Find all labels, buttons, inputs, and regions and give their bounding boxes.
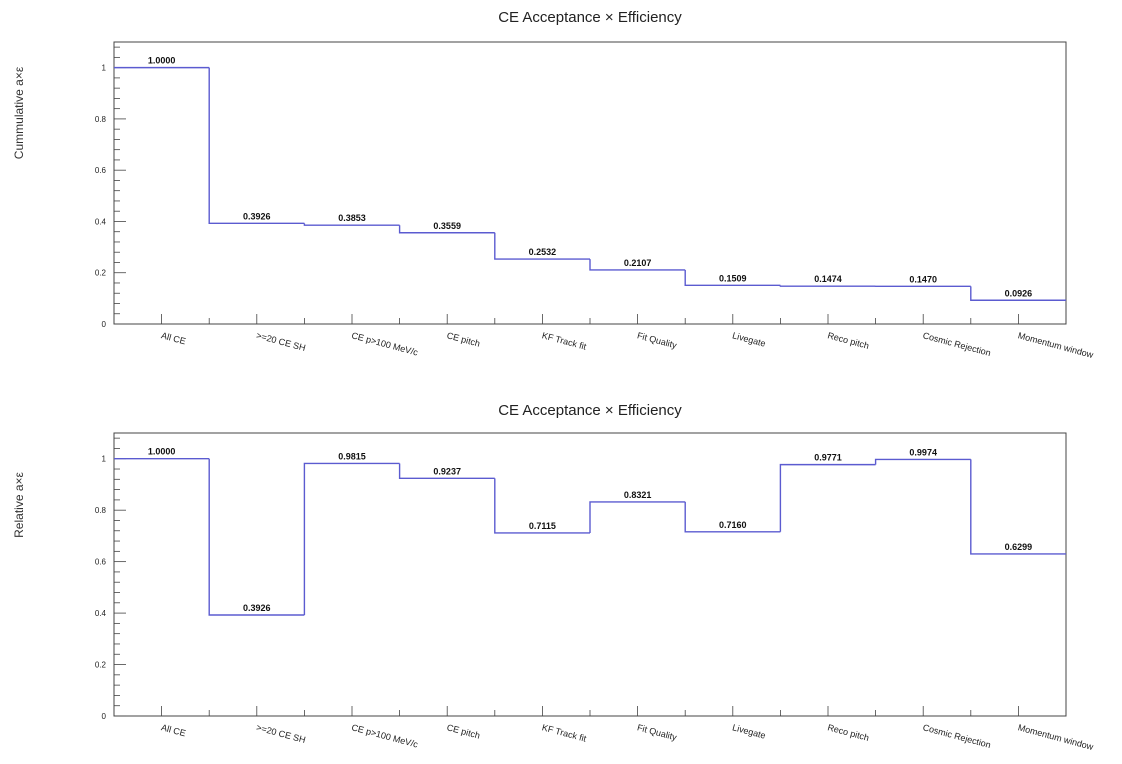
histogram-bin	[303, 462, 400, 615]
x-category-label: CE p>100 MeV/c	[350, 722, 419, 749]
bin-value-label: 0.1470	[909, 274, 937, 284]
bin-value-label: 0.9237	[433, 466, 461, 476]
histogram-bin	[684, 501, 781, 533]
histogram-bin	[303, 223, 400, 226]
y-tick-label: 0	[102, 320, 107, 329]
x-category-label: Momentum window	[1017, 330, 1095, 360]
x-category-label: Fit Quality	[636, 722, 678, 742]
bin-value-label: 0.1474	[814, 274, 842, 284]
x-category-label: CE pitch	[446, 330, 481, 348]
y-tick-label: 0.2	[95, 269, 107, 278]
bin-value-label: 0.3926	[243, 211, 271, 221]
y-tick-label: 0.4	[95, 609, 107, 618]
histogram-bin	[779, 285, 876, 287]
x-category-label: >=20 CE SH	[255, 330, 306, 353]
bin-value-label: 0.2107	[624, 258, 652, 268]
bin-value-label: 0.9815	[338, 451, 366, 461]
y-tick-label: 0	[102, 712, 107, 721]
bin-value-label: 0.0926	[1005, 288, 1033, 298]
bin-value-label: 0.1509	[719, 273, 747, 283]
y-tick-label: 1	[102, 455, 107, 464]
y-tick-label: 0.6	[95, 166, 107, 175]
histogram-bin	[208, 67, 305, 225]
bin-value-label: 0.7160	[719, 520, 747, 530]
histogram-bin	[684, 269, 781, 287]
histogram-bin	[208, 458, 305, 616]
chart-panel-2: CE Acceptance × Efficiency Relative a×ε 0 0…	[12, 402, 1095, 752]
y-tick-label: 0.8	[95, 506, 107, 515]
bin-value-label: 0.3559	[433, 221, 461, 231]
bin-value-label: 0.2532	[529, 247, 557, 257]
x-category-label: >=20 CE SH	[255, 722, 306, 745]
chart-title: CE Acceptance × Efficiency	[498, 9, 682, 26]
histogram-bin	[589, 259, 686, 271]
bin-value-label: 0.7115	[529, 521, 556, 531]
bin-value-label: 0.8321	[624, 490, 652, 500]
histogram-bin	[970, 459, 1066, 555]
bin-value-label: 0.6299	[1005, 542, 1033, 552]
histogram-bin	[874, 458, 971, 465]
bin-value-label: 0.3926	[243, 603, 271, 613]
y-tick-label: 0.8	[95, 115, 107, 124]
bin-value-label: 1.0000	[148, 56, 176, 66]
bin-value-label: 0.9974	[909, 447, 937, 457]
x-category-label: Cosmic Rejection	[922, 722, 992, 750]
bin-value-label: 0.9771	[814, 453, 842, 463]
x-category-label: CE pitch	[446, 722, 481, 740]
x-category-label: Momentum window	[1017, 722, 1095, 752]
x-category-label: Reco pitch	[826, 330, 870, 351]
histogram-bin	[494, 232, 590, 260]
histogram-bin	[779, 463, 876, 532]
bin-value-label: 1.0000	[148, 447, 176, 457]
y-tick-label: 0.2	[95, 661, 107, 670]
histogram-bin	[398, 463, 495, 480]
x-category-label: KF Track fit	[541, 330, 588, 352]
histogram-bin	[398, 225, 495, 234]
x-category-label: Cosmic Rejection	[922, 330, 992, 358]
x-category-label: CE p>100 MeV/c	[350, 330, 419, 357]
histogram-bin	[589, 501, 686, 533]
x-category-label: Livegate	[731, 330, 766, 348]
y-tick-label: 1	[102, 64, 107, 73]
y-axis-label: Relative a×ε	[12, 471, 26, 537]
bin-value-label: 0.3853	[338, 213, 366, 223]
y-tick-label: 0.6	[95, 558, 107, 567]
x-category-label: KF Track fit	[541, 722, 588, 744]
x-category-label: Fit Quality	[636, 330, 678, 350]
plot-frame	[113, 432, 1067, 717]
x-category-label: Reco pitch	[826, 722, 870, 743]
y-tick-label: 0.4	[95, 217, 107, 226]
chart-panel-1: CE Acceptance × Efficiency Cummulative a×…	[12, 9, 1095, 360]
chart-title: CE Acceptance × Efficiency	[498, 402, 682, 419]
histogram-bin	[970, 286, 1066, 301]
x-category-label: All CE	[160, 330, 187, 346]
histogram-bin	[494, 478, 590, 534]
x-category-label: All CE	[160, 722, 187, 738]
y-axis-label: Cummulative a×ε	[12, 66, 26, 159]
x-category-label: Livegate	[731, 722, 766, 740]
